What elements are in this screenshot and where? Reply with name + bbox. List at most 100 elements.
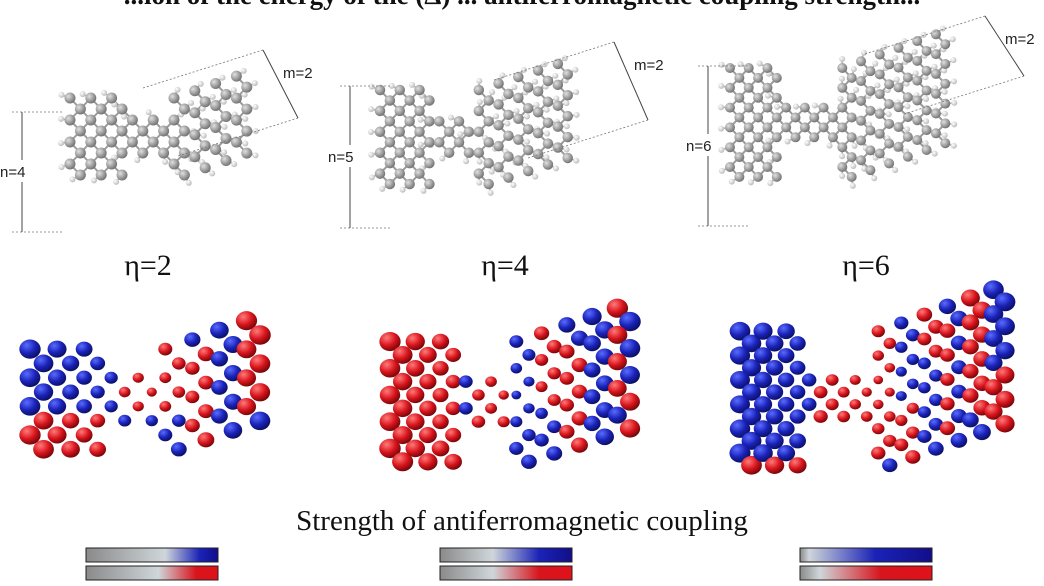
carbon-atom	[220, 132, 232, 144]
spin-up-lobe	[583, 335, 601, 352]
spin-down-lobe	[995, 390, 1015, 408]
carbon-atom	[940, 78, 951, 89]
spin-down-lobe	[444, 453, 462, 470]
carbon-atom	[374, 147, 386, 158]
carbon-atom	[95, 169, 107, 181]
carbon-atom	[230, 70, 242, 82]
m-guide-bottom	[177, 117, 299, 157]
hydrogen-atom	[145, 109, 152, 116]
carbon-atom	[865, 145, 876, 156]
carbon-atom	[762, 102, 773, 113]
carbon-atom	[434, 137, 445, 148]
spin-down-strength-bar	[799, 565, 933, 581]
spin-up-lobe	[753, 420, 773, 438]
spin-down-lobe	[171, 357, 186, 370]
carbon-atom	[463, 126, 475, 138]
spin-down-lobe	[872, 399, 884, 410]
spin-down-lobe	[419, 346, 437, 363]
spin-down-lobe	[418, 453, 438, 471]
spin-down-lobe	[392, 426, 413, 445]
carbon-atom	[542, 75, 554, 87]
carbon-atom	[552, 142, 564, 153]
carbon-atom	[818, 102, 829, 113]
spin-down-lobe	[939, 348, 955, 362]
hydrogen-atom	[241, 91, 248, 98]
carbon-atom	[725, 142, 735, 153]
molecular-structures	[58, 25, 958, 196]
spin-up-lobe	[47, 340, 67, 358]
hydrogen-atom	[871, 175, 878, 182]
carbon-atom	[230, 114, 242, 126]
carbon-atom	[874, 69, 885, 80]
spin-down-lobe	[984, 403, 1003, 420]
carbon-atom	[532, 127, 544, 139]
spin-up-lobe	[75, 341, 93, 357]
carbon-atom	[846, 112, 857, 123]
spin-down-lobe	[764, 456, 785, 474]
carbon-atom	[85, 114, 97, 126]
carbon-atom	[856, 76, 867, 87]
carbon-atom	[552, 100, 564, 111]
spin-up-lobe	[61, 355, 80, 372]
carbon-atom	[394, 84, 406, 96]
hydrogen-atom	[874, 82, 881, 89]
carbon-atom	[542, 117, 554, 128]
spin-up-lobe	[76, 370, 92, 385]
carbon-atom	[241, 147, 253, 159]
spin-down-lobe	[905, 450, 921, 464]
spin-down-lobe	[608, 379, 627, 397]
spin-up-lobe	[983, 280, 1004, 300]
hydrogen-atom	[251, 80, 258, 87]
carbon-atom	[865, 165, 876, 176]
spin-down-lobe	[431, 440, 450, 457]
carbon-group	[374, 58, 573, 190]
spin-down-lobe	[132, 401, 144, 412]
spin-down-lobe	[236, 340, 257, 359]
spin-up-lobe	[523, 403, 535, 414]
hydrogen-atom	[221, 123, 228, 130]
spin-up-lobe	[789, 385, 806, 400]
spin-up-lobe	[789, 336, 806, 351]
carbon-atom	[404, 137, 415, 148]
hydrogen-atom	[850, 66, 857, 73]
carbon-atom	[147, 136, 159, 148]
hydrogen-atom	[379, 185, 386, 192]
carbon-atom	[532, 65, 544, 76]
spin-up-lobe	[90, 356, 106, 371]
carbon-atom	[562, 110, 573, 122]
carbon-atom	[827, 132, 838, 143]
spin-up-lobe	[547, 420, 562, 434]
carbon-atom	[532, 86, 544, 97]
carbon-atom	[106, 136, 118, 148]
spin-up-lobe	[118, 414, 132, 427]
spin-down-lobe	[406, 359, 425, 377]
carbon-atom	[210, 77, 222, 89]
hydrogen-atom	[221, 149, 228, 156]
hydrogen-atom	[573, 89, 580, 96]
spin-up-lobe	[534, 433, 549, 447]
hydrogen-atom	[552, 72, 559, 79]
spin-up-lobe	[801, 397, 817, 411]
spin-down-lobe	[741, 455, 762, 475]
carbon-atom	[902, 92, 913, 103]
carbon-atom	[522, 82, 534, 93]
carbon-atom	[902, 151, 913, 162]
carbon-atom	[424, 137, 435, 148]
carbon-atom	[189, 151, 201, 163]
hydrogen-atom	[58, 91, 65, 98]
hydrogen-atom	[837, 95, 844, 102]
carbon-group	[64, 70, 253, 181]
spin-up-lobe	[19, 368, 41, 388]
spin-down-lobe	[184, 418, 200, 433]
carbon-atom	[74, 147, 86, 159]
carbon-atom	[837, 162, 848, 172]
hydrogen-atom	[839, 56, 846, 63]
spin-up-lobe	[765, 408, 784, 425]
hydrogen-atom	[368, 83, 375, 90]
carbon-atom	[74, 103, 86, 115]
spin-up-lobe	[741, 334, 762, 353]
annotation-panel-3: n=6 m=2	[686, 15, 1035, 227]
spin-down-lobe	[445, 347, 462, 363]
carbon-atom	[178, 125, 190, 137]
carbon-atom	[865, 105, 876, 116]
